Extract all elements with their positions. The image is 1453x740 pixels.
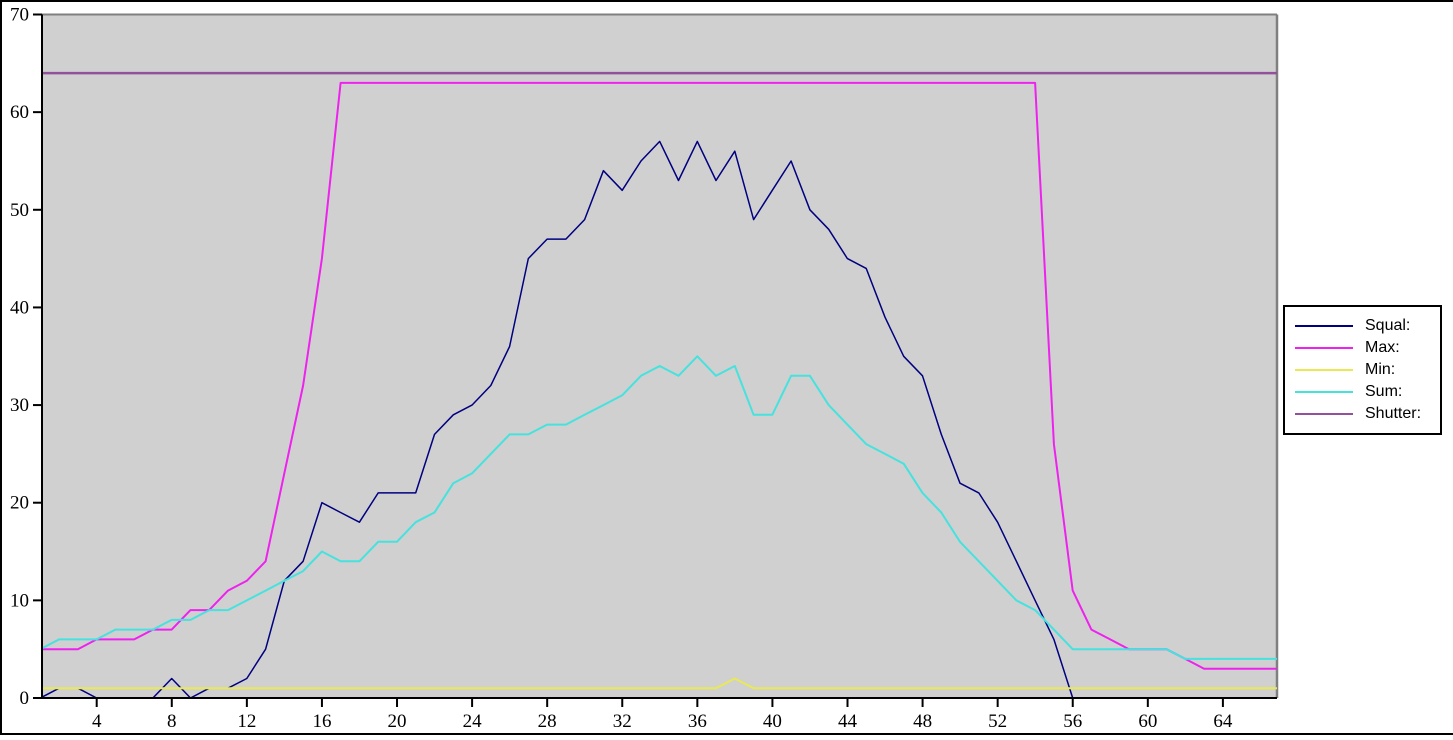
x-tick-label: 52 bbox=[988, 711, 1007, 732]
legend-line-max bbox=[1295, 347, 1353, 349]
legend-label-sum: Sum: bbox=[1365, 383, 1403, 400]
series-line-min bbox=[42, 677, 1277, 690]
y-tick-label: 20 bbox=[10, 493, 29, 514]
x-tick-label: 28 bbox=[538, 711, 557, 732]
legend-line-shutter bbox=[1295, 413, 1353, 415]
x-tick-label: 32 bbox=[613, 711, 632, 732]
legend-line-min bbox=[1295, 369, 1353, 371]
x-tick-label: 56 bbox=[1063, 711, 1082, 732]
x-tick-label: 60 bbox=[1138, 711, 1157, 732]
series-group bbox=[42, 71, 1277, 698]
y-tick-label: 40 bbox=[10, 297, 29, 318]
x-tick-label: 36 bbox=[688, 711, 707, 732]
legend-label-squal: Squal: bbox=[1365, 317, 1411, 334]
y-tick-label: 70 bbox=[10, 5, 29, 26]
legend-item-min: Min: bbox=[1285, 359, 1440, 381]
y-tick-label: 10 bbox=[10, 590, 29, 611]
y-tick-label: 50 bbox=[10, 200, 29, 221]
legend-label-min: Min: bbox=[1365, 361, 1396, 378]
x-tick-label: 48 bbox=[913, 711, 932, 732]
window-border-bottom bbox=[0, 733, 1453, 735]
x-tick-label: 4 bbox=[92, 711, 102, 732]
x-tick-label: 24 bbox=[463, 711, 483, 732]
series-line-sum bbox=[42, 355, 1277, 660]
window-border-top bbox=[0, 0, 1453, 2]
legend-line-sum bbox=[1295, 391, 1353, 393]
x-tick-label: 12 bbox=[237, 711, 256, 732]
x-tick-label: 8 bbox=[167, 711, 177, 732]
legend-label-max: Max: bbox=[1365, 339, 1400, 356]
y-tick-label: 60 bbox=[10, 102, 29, 123]
legend-item-sum: Sum: bbox=[1285, 381, 1440, 403]
legend-line-squal bbox=[1295, 325, 1353, 327]
legend-item-squal: Squal: bbox=[1285, 315, 1440, 337]
x-tick-label: 44 bbox=[838, 711, 858, 732]
window-border-left bbox=[0, 0, 2, 735]
x-tick-label: 40 bbox=[763, 711, 782, 732]
legend-item-max: Max: bbox=[1285, 337, 1440, 359]
plot-area bbox=[42, 14, 1277, 698]
x-tick-label: 64 bbox=[1213, 711, 1233, 732]
y-tick-label: 0 bbox=[20, 688, 30, 709]
series-line-max bbox=[42, 81, 1277, 670]
legend-item-shutter: Shutter: bbox=[1285, 403, 1440, 425]
series-line-squal bbox=[42, 140, 1277, 698]
x-tick-label: 16 bbox=[312, 711, 331, 732]
y-tick-label: 30 bbox=[10, 395, 29, 416]
legend-label-shutter: Shutter: bbox=[1365, 405, 1422, 422]
x-tick-label: 20 bbox=[388, 711, 407, 732]
legend: Squal: Max: Min: Sum: Shutter: bbox=[1283, 305, 1442, 435]
